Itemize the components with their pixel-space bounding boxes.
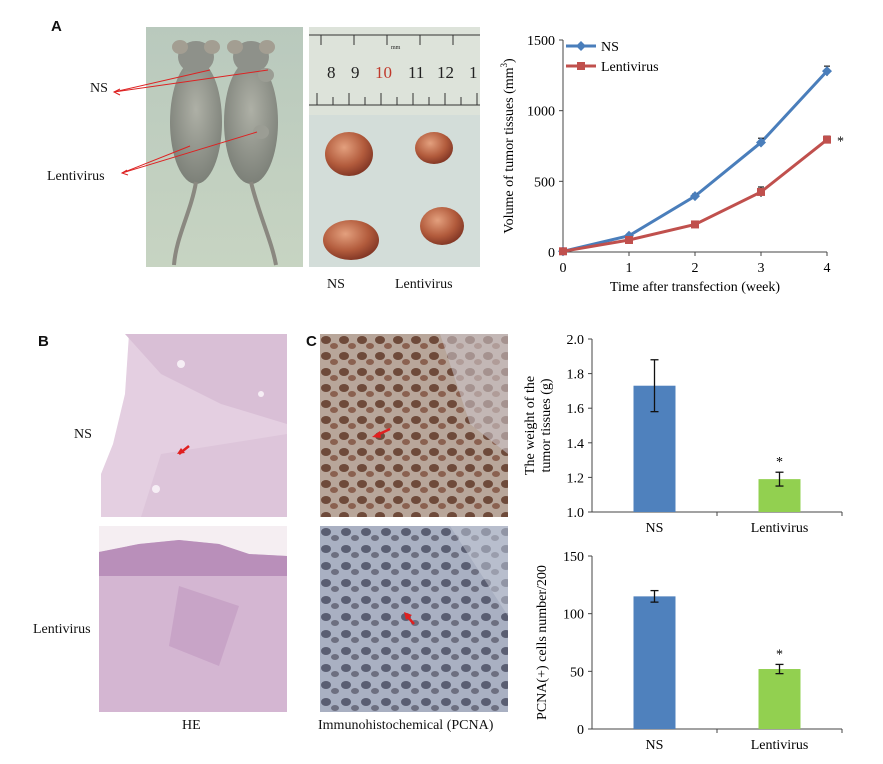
x-tick-label: Lentivirus bbox=[751, 738, 809, 753]
data-point bbox=[690, 191, 700, 202]
y-tick-label: 1.8 bbox=[567, 368, 585, 383]
x-tick-label: NS bbox=[646, 738, 664, 753]
x-tick-label: 4 bbox=[824, 261, 831, 276]
data-point bbox=[691, 220, 699, 229]
tumor-photo: 8 9 10 11 12 1 mm bbox=[309, 27, 480, 267]
legend-label: NS bbox=[601, 40, 619, 55]
ruler-number: 9 bbox=[351, 63, 360, 82]
y-axis-label-text: Volume of tumor tissues (mm bbox=[502, 67, 517, 233]
bar-lentivirus bbox=[758, 669, 801, 729]
y-tick-label: 1.2 bbox=[567, 471, 585, 486]
y-tick-label: 1500 bbox=[527, 34, 555, 49]
bar-ns bbox=[633, 596, 676, 729]
y-tick-label: 1.4 bbox=[567, 437, 585, 452]
ihc-lentivirus-image bbox=[320, 526, 508, 712]
ruler-number: 1 bbox=[469, 63, 478, 82]
legend-label: Lentivirus bbox=[601, 60, 659, 75]
y-tick-label: 1.0 bbox=[567, 506, 585, 521]
data-point bbox=[822, 66, 832, 77]
mice-photo bbox=[146, 27, 303, 267]
tumor-label-lentivirus: Lentivirus bbox=[395, 277, 453, 292]
legend-marker bbox=[577, 62, 585, 70]
y-axis-label: Volume of tumor tissues (mm3) bbox=[499, 58, 517, 234]
ihc-ns-image bbox=[320, 334, 508, 517]
mice-label-ns: NS bbox=[90, 81, 108, 96]
pcna-bar-chart: 0 50 100 150 NS Lentivirus * PCNA(+) cells numb… bbox=[535, 550, 843, 753]
y-tick-label: 100 bbox=[563, 608, 584, 623]
mice-label-lentivirus: Lentivirus bbox=[47, 169, 105, 184]
he-ns-image bbox=[101, 334, 287, 517]
significance-asterisk: * bbox=[776, 647, 783, 662]
y-tick-label: 500 bbox=[534, 175, 555, 190]
he-row-label-lentivirus: Lentivirus bbox=[33, 622, 91, 637]
he-caption: HE bbox=[182, 718, 201, 733]
data-point bbox=[625, 235, 633, 244]
data-point bbox=[559, 247, 567, 256]
ruler-number: 12 bbox=[437, 63, 454, 82]
ruler-number: 11 bbox=[408, 63, 424, 82]
he-lentivirus-image bbox=[99, 526, 287, 712]
tumor-volume-line-chart: 0 500 1000 1500 0 1 2 3 4 Time after transfection… bbox=[499, 34, 844, 295]
tumor-weight-bar-chart: 1.0 1.2 1.4 1.6 1.8 2.0 NS Lentivirus * The weigh… bbox=[523, 333, 843, 536]
x-axis-label: Time after transfection (week) bbox=[610, 280, 780, 295]
significance-asterisk: * bbox=[837, 135, 844, 150]
panel-letter-b: B bbox=[38, 333, 49, 350]
x-tick-label: 0 bbox=[560, 261, 567, 276]
y-axis-label-superscript: 3 bbox=[499, 62, 509, 67]
y-tick-label: 150 bbox=[563, 550, 584, 565]
legend-marker bbox=[576, 41, 586, 51]
tumor-label-ns: NS bbox=[327, 277, 345, 292]
y-tick-label: 1000 bbox=[527, 105, 555, 120]
x-tick-label: Lentivirus bbox=[751, 521, 809, 536]
y-tick-label: 1.6 bbox=[567, 402, 585, 417]
y-tick-label: 2.0 bbox=[567, 333, 585, 348]
x-tick-label: 3 bbox=[758, 261, 765, 276]
he-row-label-ns: NS bbox=[74, 427, 92, 442]
y-axis-label: PCNA(+) cells number/200 bbox=[535, 565, 550, 720]
significance-asterisk: * bbox=[776, 455, 783, 470]
ihc-caption: Immunohistochemical (PCNA) bbox=[318, 718, 494, 733]
y-axis-label: tumor tissues (g) bbox=[539, 378, 554, 472]
y-axis-label: The weight of the bbox=[523, 376, 538, 475]
panel-letter-c: C bbox=[306, 333, 317, 350]
data-point bbox=[757, 187, 765, 196]
ruler-number: 10 bbox=[375, 63, 392, 82]
x-tick-label: 1 bbox=[626, 261, 633, 276]
y-tick-label: 0 bbox=[577, 723, 584, 738]
y-tick-label: 50 bbox=[570, 665, 584, 680]
y-axis-label-end: ) bbox=[502, 58, 517, 63]
panel-letter-a: A bbox=[51, 18, 62, 35]
y-tick-label: 0 bbox=[548, 246, 555, 261]
data-point bbox=[756, 137, 766, 148]
x-tick-label: 2 bbox=[692, 261, 699, 276]
ruler-unit: mm bbox=[391, 45, 401, 51]
x-tick-label: NS bbox=[646, 521, 664, 536]
ruler-number: 8 bbox=[327, 63, 336, 82]
data-point bbox=[823, 135, 831, 144]
mice-pointer-lines bbox=[112, 69, 269, 176]
